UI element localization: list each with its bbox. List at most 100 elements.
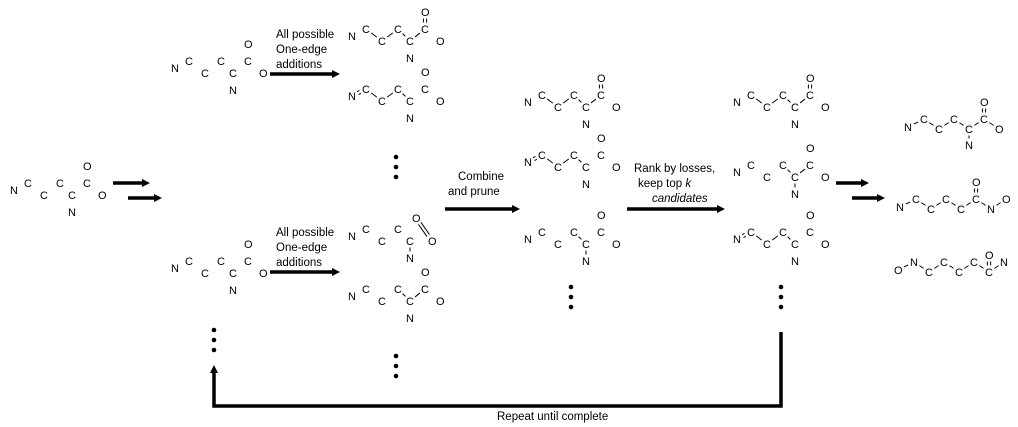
- single-bond: [414, 32, 421, 38]
- arrow-repeat-loop: [210, 332, 783, 408]
- single-bond: [370, 92, 378, 98]
- single-bond: [944, 122, 949, 126]
- atom-c: C: [56, 178, 64, 190]
- atom-c: C: [570, 90, 578, 102]
- atom-c: C: [244, 56, 252, 68]
- single-bond: [386, 32, 394, 38]
- single-bond: [414, 292, 421, 298]
- atom-c: C: [362, 24, 370, 36]
- single-bond: [578, 99, 582, 103]
- single-bond: [771, 235, 779, 241]
- single-bond: [578, 236, 582, 240]
- atom-o: O: [1002, 194, 1011, 206]
- atom-c: C: [940, 257, 948, 269]
- atom-c: C: [229, 68, 237, 80]
- single-bond: [402, 293, 406, 297]
- atom-o: O: [597, 73, 606, 85]
- single-bond: [755, 235, 763, 241]
- atom-c: C: [229, 268, 237, 280]
- atom-c: C: [570, 227, 578, 239]
- atom-n: N: [348, 231, 356, 243]
- atom-n: N: [348, 291, 356, 303]
- atom-c: C: [957, 204, 965, 216]
- single-bond: [787, 236, 791, 240]
- atom-n: N: [171, 63, 179, 75]
- single-bond: [905, 201, 911, 205]
- ellipsis-column-2-bottom: [393, 353, 399, 379]
- atom-c: C: [925, 267, 933, 279]
- atom-n: N: [965, 140, 973, 152]
- atom-c: C: [217, 56, 225, 68]
- atom-o: O: [244, 239, 253, 251]
- svg-text:Rank by losses,: Rank by losses,: [634, 163, 715, 175]
- atom-o: O: [597, 133, 606, 145]
- double-bond: [741, 233, 745, 236]
- atom-c: C: [791, 102, 799, 114]
- atom-c: C: [378, 236, 386, 248]
- atom-c: C: [597, 227, 605, 239]
- label-combine-and-prune: Combine and prune: [448, 171, 504, 198]
- atom-c: C: [970, 257, 978, 269]
- atom-c: C: [406, 96, 414, 108]
- label-repeat-until-complete: Repeat until complete: [497, 411, 608, 423]
- atom-c: C: [920, 114, 928, 126]
- atom-c: C: [378, 296, 386, 308]
- double-bond: [358, 92, 362, 95]
- atom-n: N: [406, 53, 414, 65]
- arrow-final-lower: [852, 194, 885, 202]
- single-bond: [949, 265, 954, 269]
- atom-o: O: [421, 7, 430, 19]
- single-bond: [974, 122, 979, 126]
- atom-n: N: [896, 202, 904, 214]
- atom-n: N: [229, 85, 237, 97]
- atom-c: C: [378, 36, 386, 48]
- atom-c: C: [791, 172, 799, 184]
- atom-o: O: [98, 190, 107, 202]
- atom-c: C: [965, 124, 973, 136]
- single-bond: [771, 98, 779, 104]
- atom-c: C: [779, 227, 787, 239]
- label-rank-by-losses: Rank by losses, keep top k candidates: [634, 163, 715, 205]
- atom-c: C: [747, 90, 755, 102]
- single-bond: [919, 265, 924, 269]
- atom-o: O: [985, 250, 994, 262]
- arrow-one-edge-top: [270, 70, 340, 78]
- atom-o: O: [995, 124, 1004, 136]
- single-bond: [578, 159, 582, 163]
- atom-c: C: [538, 227, 546, 239]
- double-bond: [420, 222, 431, 236]
- single-bond: [546, 98, 554, 104]
- atom-c: C: [394, 24, 402, 36]
- atom-n: N: [733, 167, 741, 179]
- atom-c: C: [582, 239, 590, 251]
- single-bond: [402, 33, 406, 37]
- atom-c: C: [406, 36, 414, 48]
- atom-c: C: [597, 90, 605, 102]
- single-bond: [929, 122, 934, 126]
- ellipsis-column-2-top: [393, 154, 399, 180]
- single-bond: [562, 98, 570, 104]
- atom-o: O: [428, 236, 437, 248]
- single-bond: [799, 98, 806, 104]
- atom-c: C: [763, 172, 771, 184]
- single-bond: [590, 98, 597, 104]
- atom-c: C: [201, 268, 209, 280]
- atom-o: O: [821, 172, 830, 184]
- single-bond: [951, 202, 956, 206]
- atom-c: C: [791, 239, 799, 251]
- atom-o: O: [436, 36, 445, 48]
- single-bond: [979, 265, 984, 269]
- atom-o: O: [806, 143, 815, 155]
- atom-o: O: [436, 96, 445, 108]
- atom-c: C: [40, 190, 48, 202]
- atom-c: C: [394, 224, 402, 236]
- svg-text:additions: additions: [276, 59, 322, 71]
- atom-c: C: [806, 227, 814, 239]
- atom-n: N: [406, 253, 414, 265]
- atom-c: C: [554, 102, 562, 114]
- atom-c: C: [570, 150, 578, 162]
